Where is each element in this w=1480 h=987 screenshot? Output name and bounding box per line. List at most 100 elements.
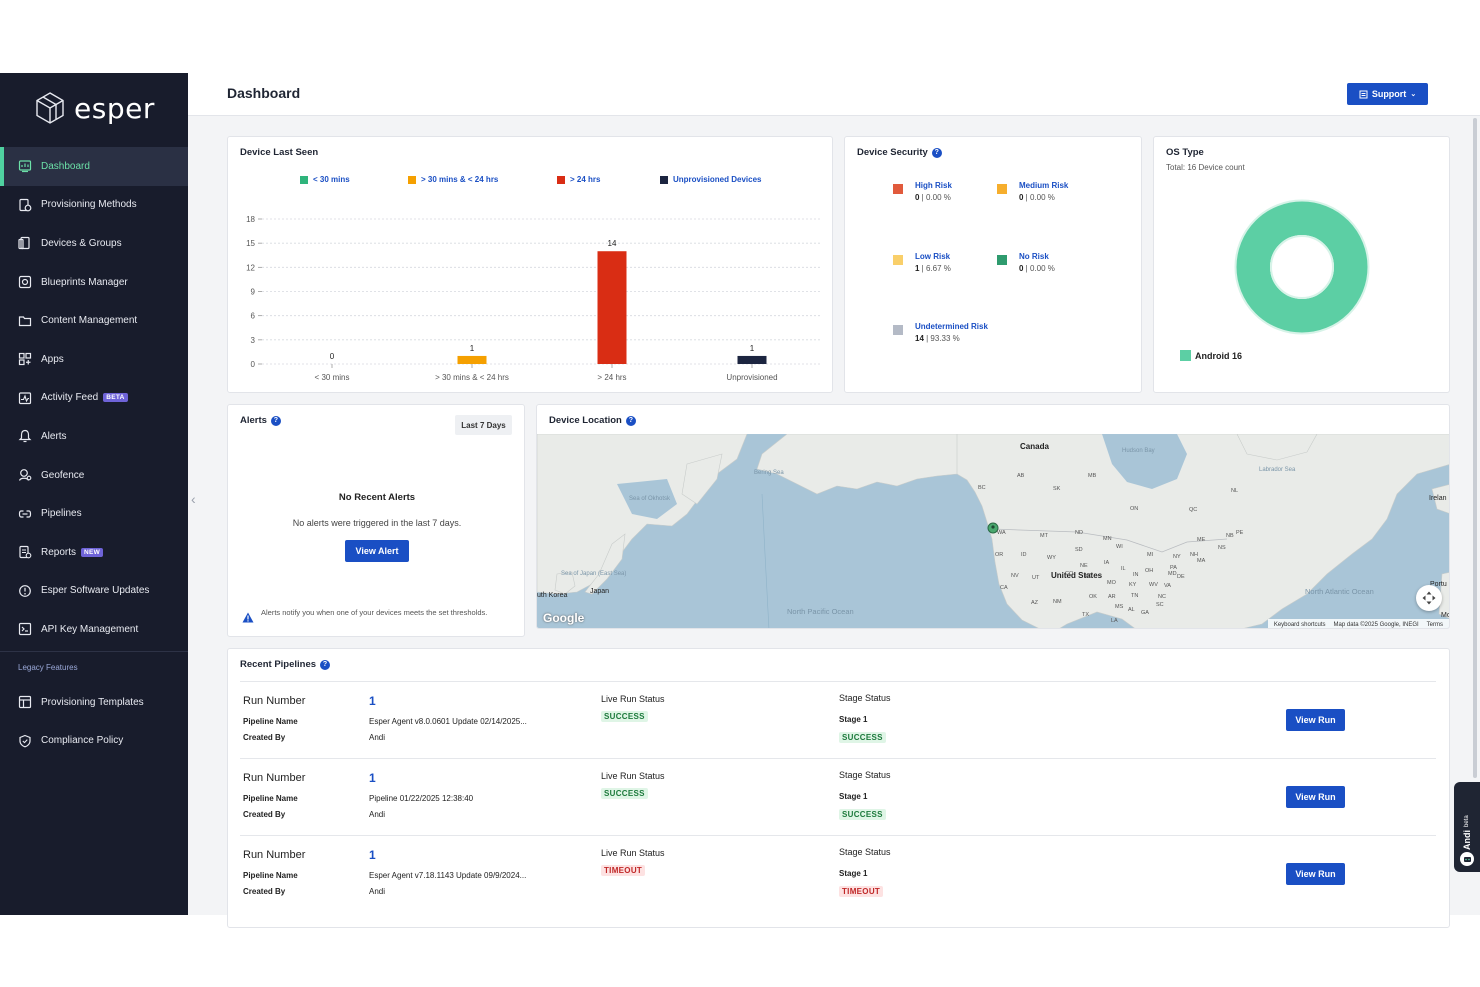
device-location-marker[interactable] [987,522,999,534]
map-state-label: AL [1128,607,1135,613]
device-location-map[interactable]: Canada United States Japan uth Korea Bering … [537,434,1450,629]
map-label-sea-japan: Sea of Japan (East Sea) [561,571,626,577]
bar-unprovisioned[interactable] [737,355,767,364]
sidebar-item-blueprints-manager[interactable]: Blueprints Manager [0,263,188,302]
device-location-title-text: Device Location [549,415,622,426]
legacy-features-heading: Legacy Features [0,650,188,683]
bar-24-hrs[interactable] [597,251,627,364]
risk-item-medium-risk[interactable]: Medium Risk 0 | 0.00 % [997,181,1068,202]
risk-percent: | 0.00 % [1023,264,1055,273]
map-state-label: CO [1065,571,1074,577]
main-scrollbar[interactable] [1473,118,1477,778]
map-label-japan: Japan [590,588,609,595]
sidebar-item-provisioning-templates[interactable]: Provisioning Templates [0,683,188,722]
alerts-range-button[interactable]: Last 7 Days [455,415,512,435]
risk-count: 0 [1019,193,1024,202]
map-state-label: NV [1011,573,1019,579]
y-tick-label: 9 [251,288,256,297]
brand-name: esper [74,91,155,125]
map-state-label: SC [1156,602,1164,608]
view-run-button[interactable]: View Run [1286,863,1345,885]
map-state-label: WI [1116,544,1123,550]
risk-item-high-risk[interactable]: High Risk 0 | 0.00 % [893,181,952,202]
legend-item-30-mins[interactable]: < 30 mins [300,175,350,184]
sidebar-item-api-key-management[interactable]: API Key Management [0,610,188,649]
map-state-label: AB [1017,473,1025,479]
hudson-bay [1102,434,1187,489]
donut-android-slice[interactable] [1236,201,1368,333]
view-run-button[interactable]: View Run [1286,709,1345,731]
support-button[interactable]: Support ⌄ [1347,83,1428,105]
help-icon[interactable]: ? [270,415,281,426]
sidebar-collapse-handle[interactable]: ‹ [191,491,196,507]
sidebar-item-apps[interactable]: Apps [0,340,188,379]
run-number-link[interactable]: 1 [369,771,376,785]
sidebar-item-alerts[interactable]: Alerts [0,417,188,456]
map-state-label: ME [1197,537,1206,543]
help-icon[interactable]: ? [625,415,636,426]
sidebar-nav: Dashboard Provisioning Methods Devices & G… [0,147,188,760]
run-number-link[interactable]: 1 [369,848,376,862]
pipeline-name-label: Pipeline Name [243,794,298,803]
sidebar-item-devices-and-groups[interactable]: Devices & Groups [0,224,188,263]
sidebar-item-content-management[interactable]: Content Management [0,301,188,340]
map-state-label: IN [1133,572,1139,578]
esper-logo[interactable]: esper [34,91,155,125]
map-state-label: WA [997,530,1006,536]
os-type-card: OS Type Total: 16 Device count Android 1… [1153,136,1450,393]
map-state-label: LA [1111,618,1118,624]
warning-icon [242,610,254,628]
support-label: Support [1371,89,1407,99]
sidebar-item-label: Provisioning Templates [41,696,144,708]
bar-30-mins-and-24-hrs[interactable] [457,355,487,364]
map-state-label: NL [1231,488,1238,494]
view-alert-button[interactable]: View Alert [345,540,409,562]
map-state-label: GA [1141,610,1149,616]
legend-label: Unprovisioned Devices [673,175,762,184]
sidebar-item-pipelines[interactable]: Pipelines [0,494,188,533]
alaska-landmass [756,434,958,495]
map-state-label: IA [1104,560,1110,566]
risk-value: 1 | 6.67 % [915,264,951,273]
terms-link[interactable]: Terms [1426,621,1443,628]
top-bar: Dashboard Support ⌄ [188,73,1480,116]
risk-item-undetermined-risk[interactable]: Undetermined Risk 14 | 93.33 % [893,322,988,343]
sidebar-item-label: Compliance Policy [41,735,124,747]
keyboard-shortcuts-link[interactable]: Keyboard shortcuts [1273,621,1326,628]
map-state-label: MD [1168,571,1177,577]
run-number-link[interactable]: 1 [369,694,376,708]
sidebar-item-label: Content Management [41,315,138,327]
help-icon[interactable]: ? [931,147,942,158]
devices-icon [18,236,32,250]
risk-swatch [893,255,903,265]
map-state-label: OR [995,552,1003,558]
sidebar-item-provisioning-methods[interactable]: Provisioning Methods [0,186,188,225]
legend-item-30-mins-and-24-hrs[interactable]: > 30 mins & < 24 hrs [408,175,498,184]
legend-label: < 30 mins [313,175,350,184]
risk-item-no-risk[interactable]: No Risk 0 | 0.00 % [997,252,1055,273]
risk-swatch [893,325,903,335]
sidebar-item-geofence[interactable]: Geofence [0,456,188,495]
andi-assistant-tab[interactable]: Andi beta [1454,782,1480,872]
stage-status-label: Stage Status [839,693,891,703]
view-run-button[interactable]: View Run [1286,786,1345,808]
map-label-bering: Bering Sea [754,470,784,476]
map-recenter-button[interactable] [1416,585,1442,611]
risk-count: 1 [915,264,920,273]
risk-item-low-risk[interactable]: Low Risk 1 | 6.67 % [893,252,951,273]
sidebar-item-compliance-policy[interactable]: Compliance Policy [0,721,188,760]
sidebar-item-esper-software-updates[interactable]: Esper Software Updates [0,572,188,611]
sidebar-item-reports[interactable]: Reports NEW [0,533,188,572]
os-type-subtitle: Total: 16 Device count [1166,163,1245,172]
legend-item-24-hrs[interactable]: > 24 hrs [557,175,600,184]
x-tick-label: > 24 hrs [597,373,626,382]
map-state-label: SK [1053,486,1061,492]
legend-item-unprovisioned-devices[interactable]: Unprovisioned Devices [660,175,761,184]
map-state-label: KS [1085,573,1093,579]
sidebar-item-dashboard[interactable]: Dashboard [0,147,188,186]
map-label-portugal: Portu [1430,581,1447,588]
chevron-down-icon: ⌄ [1410,91,1417,98]
map-state-label: MS [1115,604,1124,610]
sidebar-item-activity-feed[interactable]: Activity Feed BETA [0,379,188,418]
help-icon[interactable]: ? [320,659,331,670]
